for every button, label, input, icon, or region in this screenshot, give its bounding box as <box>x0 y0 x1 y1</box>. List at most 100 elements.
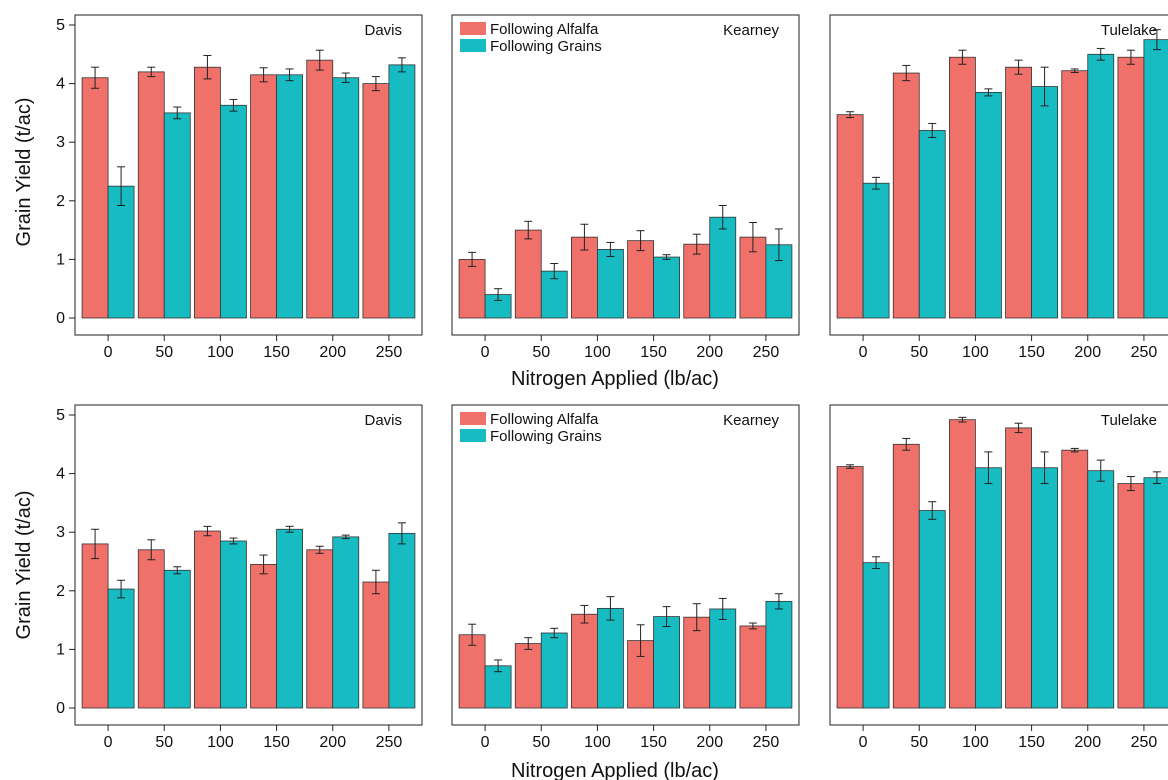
bar <box>571 236 598 319</box>
bar <box>918 130 946 319</box>
bar <box>137 549 165 709</box>
panel-tulelake-top: 0 50 100 150 200 250 Tulelake <box>829 14 1168 361</box>
bar <box>1061 449 1089 709</box>
bar <box>1117 483 1145 709</box>
panel-frame <box>74 14 423 336</box>
bar <box>1061 70 1089 319</box>
x-tick-label: 50 <box>910 734 928 751</box>
x-tick-label: 0 <box>859 344 868 361</box>
y-tick-label: 4 <box>56 76 65 93</box>
x-tick-label: 150 <box>1018 344 1045 361</box>
x-tick-label: 150 <box>640 734 667 751</box>
panel-kearney-top: 0 50 100 150 200 250 Kearney Following AlfalfaF… <box>451 14 800 361</box>
bar <box>653 616 680 709</box>
x-tick-label: 250 <box>376 344 403 361</box>
bar <box>709 216 737 319</box>
bar <box>163 112 191 319</box>
x-tick-label: 150 <box>263 344 290 361</box>
bar <box>276 528 303 709</box>
bar <box>975 467 1002 709</box>
bar <box>220 540 247 709</box>
bar <box>836 114 864 319</box>
panel-kearney-bottom: 0 50 100 150 200 250 Kearney Following AlfalfaF… <box>451 404 800 751</box>
x-tick-label: 0 <box>104 734 113 751</box>
bar <box>194 66 221 319</box>
bar <box>862 182 890 319</box>
bar <box>892 443 920 709</box>
bar <box>1005 427 1032 709</box>
y-tick-label: 2 <box>56 583 65 600</box>
bar <box>597 249 624 319</box>
y-tick-label: 5 <box>56 17 65 34</box>
panel-tulelake-bottom: 0 50 100 150 200 250 Tulelake <box>829 404 1168 751</box>
legend-swatch <box>460 429 486 442</box>
bar <box>514 229 542 319</box>
bar <box>709 608 737 709</box>
y-tick-label: 0 <box>56 700 65 717</box>
bar <box>220 104 247 319</box>
bar <box>276 74 303 319</box>
bar <box>332 77 360 319</box>
x-tick-label: 0 <box>859 734 868 751</box>
x-tick-label: 250 <box>753 344 780 361</box>
bar <box>653 256 680 319</box>
bar <box>683 243 711 319</box>
legend-swatch <box>460 412 486 425</box>
bar <box>739 625 767 709</box>
bar <box>918 510 946 709</box>
y-tick-label: 1 <box>56 251 65 268</box>
x-tick-label: 50 <box>910 344 928 361</box>
x-tick-label: 100 <box>584 344 611 361</box>
bar <box>388 532 416 709</box>
bar <box>1005 66 1032 319</box>
bar <box>137 71 165 319</box>
x-tick-label: 150 <box>640 344 667 361</box>
bar <box>250 74 277 319</box>
panel-frame <box>829 404 1168 726</box>
x-tick-label: 50 <box>155 734 173 751</box>
panel-location-label: Kearney <box>723 412 779 429</box>
x-tick-label: 250 <box>1131 344 1158 361</box>
legend-label: Following Grains <box>490 428 602 445</box>
bar <box>862 562 890 709</box>
bar <box>306 59 334 319</box>
bar <box>836 466 864 709</box>
y-tick-label: 0 <box>56 310 65 327</box>
bar <box>1143 477 1168 709</box>
legend-label: Following Alfalfa <box>490 411 599 428</box>
bar <box>892 72 920 319</box>
y-tick-label: 1 <box>56 641 65 658</box>
x-tick-label: 50 <box>532 344 550 361</box>
bar <box>362 83 390 319</box>
bar <box>597 607 624 709</box>
x-tick-label: 200 <box>1074 734 1101 751</box>
bar <box>362 581 390 709</box>
x-tick-label: 250 <box>376 734 403 751</box>
legend-label: Following Grains <box>490 38 602 55</box>
x-tick-label: 50 <box>155 344 173 361</box>
x-tick-label: 200 <box>1074 344 1101 361</box>
y-tick-label: 2 <box>56 193 65 210</box>
bar <box>458 634 486 709</box>
bar <box>250 564 277 709</box>
panel-frame <box>451 14 800 336</box>
x-tick-label: 250 <box>1131 734 1158 751</box>
bar <box>1087 470 1115 709</box>
bar <box>627 240 654 319</box>
x-tick-label: 100 <box>207 734 234 751</box>
x-tick-label: 100 <box>962 734 989 751</box>
bar <box>1117 56 1145 319</box>
x-tick-label: 150 <box>263 734 290 751</box>
panel-frame <box>829 14 1168 336</box>
bar <box>163 569 191 709</box>
bar <box>975 91 1002 319</box>
panel-davis-top: 0 50 100 150 200 250 0 1 2 3 4 5 Davis <box>56 14 423 361</box>
bar <box>765 600 793 709</box>
bar <box>949 419 976 709</box>
bar <box>81 77 109 319</box>
bar <box>107 588 135 709</box>
bar <box>194 530 221 709</box>
bar <box>306 549 334 709</box>
